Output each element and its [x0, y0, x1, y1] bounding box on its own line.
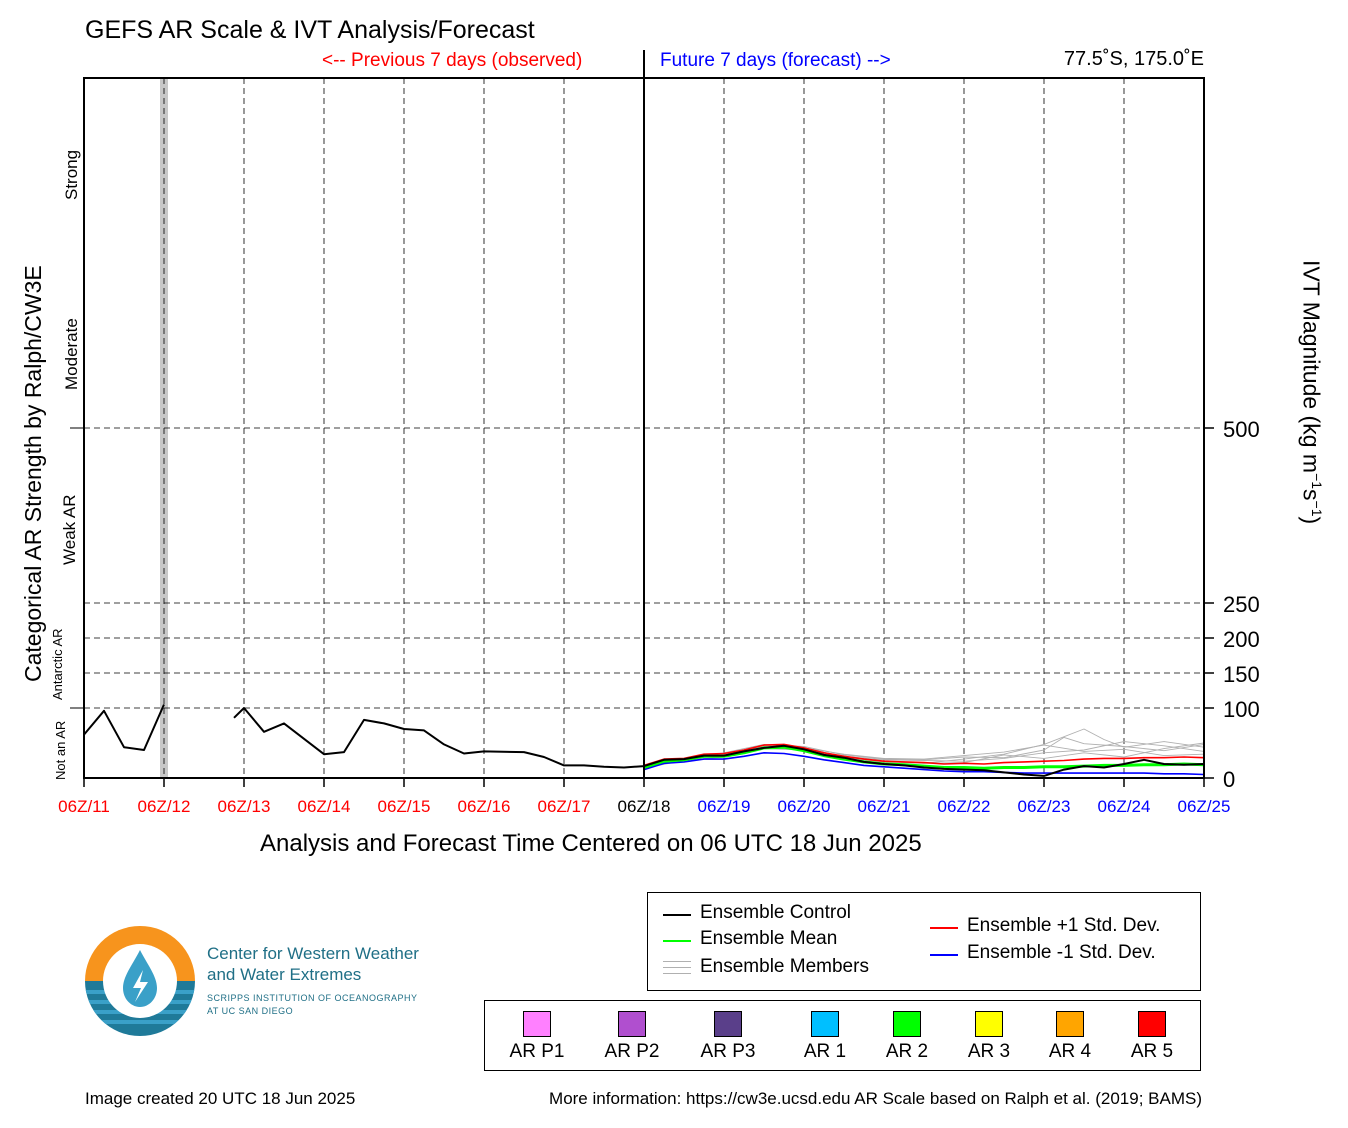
ar-scale-label: AR P2 [604, 1041, 660, 1062]
series-line-member [643, 736, 1205, 768]
ar-scale-item: AR 2 [862, 1011, 952, 1063]
ytick-label: 150 [1223, 662, 1260, 687]
ivt-chart [70, 50, 1214, 787]
legend-minus-label: Ensemble -1 Std. Dev. [967, 942, 1156, 963]
coordinates-label: 77.5˚S, 175.0˚E [1063, 48, 1204, 70]
x-tick-label: 06Z/25 [1177, 797, 1231, 816]
ytick-label: 200 [1223, 627, 1260, 652]
x-tick-label: 06Z/21 [857, 797, 911, 816]
ar-scale-swatch [618, 1011, 646, 1037]
ar-scale-label: AR 3 [967, 1041, 1011, 1062]
legend-minus-swatch [930, 954, 958, 956]
logo-affiliation-line1: SCRIPPS INSTITUTION OF OCEANOGRAPHY [207, 993, 418, 1003]
legend-member-swatch [663, 961, 691, 962]
logo-affiliation-line2: AT UC SAN DIEGO [207, 1006, 294, 1016]
legend-member-label: Ensemble Members [700, 956, 869, 977]
x-tick-label: 06Z/18 [617, 797, 671, 816]
more-info-label: More information: https://cw3e.ucsd.edu … [549, 1089, 1202, 1108]
x-tick-label: 06Z/17 [537, 797, 591, 816]
ytick-label: 0 [1223, 767, 1236, 792]
series-line-control [83, 704, 165, 751]
x-tick-label: 06Z/11 [58, 797, 110, 816]
ar-scale-item: AR 4 [1025, 1011, 1115, 1063]
ar-scale-label: AR 1 [803, 1041, 847, 1062]
x-tick-label: 06Z/22 [937, 797, 991, 816]
legend-control-label: Ensemble Control [700, 902, 852, 923]
ar-scale-item: AR 3 [944, 1011, 1034, 1063]
ar-scale-item: AR P3 [683, 1011, 773, 1063]
previous-days-label: <-- Previous 7 days (observed) [322, 50, 583, 71]
ar-scale-swatch [714, 1011, 742, 1037]
legend-control-swatch [663, 914, 691, 916]
x-tick-label: 06Z/13 [217, 797, 271, 816]
ar-scale-item: AR 1 [780, 1011, 870, 1063]
logo-name-line2: and Water Extremes [207, 965, 362, 984]
ar-scale-swatch [1138, 1011, 1166, 1037]
ar-scale-item: AR P2 [587, 1011, 677, 1063]
ar-scale-swatch [1056, 1011, 1084, 1037]
ar-scale-label: AR 5 [1130, 1041, 1174, 1062]
x-tick-label: 06Z/20 [777, 797, 831, 816]
x-tick-label: 06Z/23 [1017, 797, 1071, 816]
ytick-label: 500 [1223, 417, 1260, 442]
x-tick-label: 06Z/24 [1097, 797, 1151, 816]
ar-scale-item: AR 5 [1107, 1011, 1197, 1063]
ar-scale-label: AR P1 [509, 1041, 565, 1062]
ar-scale-swatch [811, 1011, 839, 1037]
future-days-label: Future 7 days (forecast) --> [660, 50, 891, 71]
ar-scale-label: AR 4 [1048, 1041, 1092, 1062]
ytick-label: 250 [1223, 592, 1260, 617]
ar-scale-item: AR P1 [492, 1011, 582, 1063]
chart-title: GEFS AR Scale & IVT Analysis/Forecast [85, 16, 535, 44]
ar-scale-swatch [893, 1011, 921, 1037]
x-tick-label: 06Z/16 [457, 797, 511, 816]
series-line-minus [643, 751, 1205, 776]
x-tick-label: 06Z/15 [377, 797, 431, 816]
series-legend: Ensemble Control Ensemble Mean Ensemble … [647, 892, 1201, 991]
ar-scale-swatch [523, 1011, 551, 1037]
legend-mean-swatch [663, 940, 691, 942]
series-line-control [233, 707, 1205, 777]
cw3e-logo-icon [85, 926, 195, 1036]
x-axis-title: Analysis and Forecast Time Centered on 0… [260, 830, 922, 857]
ar-scale-label: AR 2 [885, 1041, 929, 1062]
x-tick-label: 06Z/14 [297, 797, 351, 816]
ar-scale-label: AR P3 [700, 1041, 756, 1062]
ar-scale-legend: AR P1 AR P2 AR P3 AR 1 AR 2 AR 3 AR 4 AR… [484, 1000, 1201, 1071]
x-tick-label: 06Z/12 [137, 797, 191, 816]
ytick-label: 100 [1223, 697, 1260, 722]
legend-mean-label: Ensemble Mean [700, 928, 838, 949]
legend-plus-label: Ensemble +1 Std. Dev. [967, 915, 1161, 936]
ar-scale-swatch [975, 1011, 1003, 1037]
image-created-label: Image created 20 UTC 18 Jun 2025 [85, 1089, 356, 1108]
logo-name-line1: Center for Western Weather [207, 944, 419, 963]
series-line-plus [643, 743, 1205, 767]
x-tick-label: 06Z/19 [697, 797, 751, 816]
legend-plus-swatch [930, 927, 958, 929]
